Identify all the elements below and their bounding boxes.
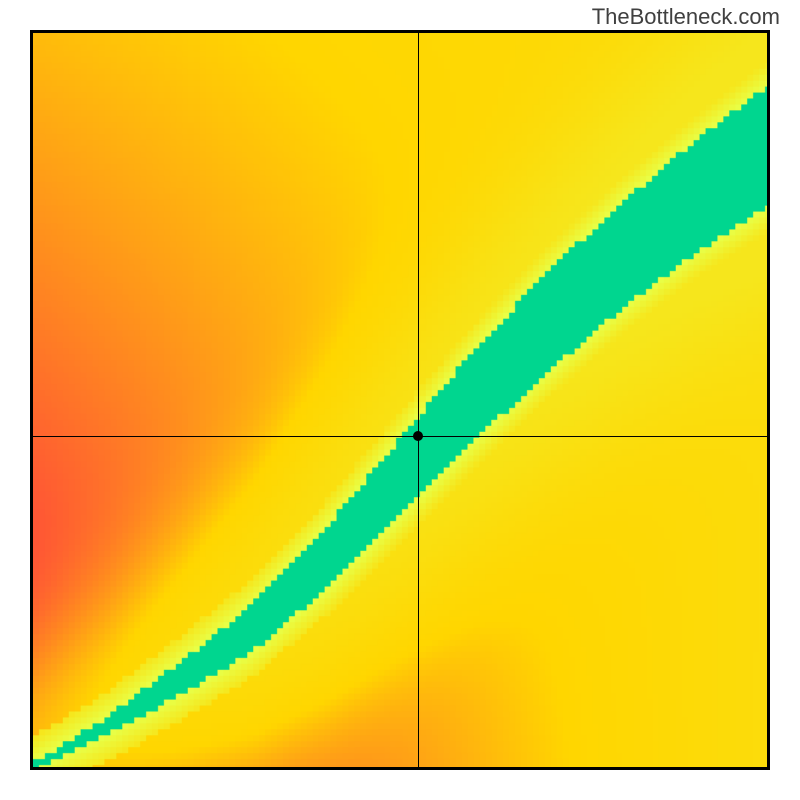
crosshair-marker xyxy=(413,431,423,441)
crosshair-horizontal xyxy=(33,436,767,437)
watermark-text: TheBottleneck.com xyxy=(592,4,780,30)
bottleneck-heatmap xyxy=(30,30,770,770)
crosshair-vertical xyxy=(418,33,419,767)
heatmap-canvas xyxy=(33,33,767,767)
